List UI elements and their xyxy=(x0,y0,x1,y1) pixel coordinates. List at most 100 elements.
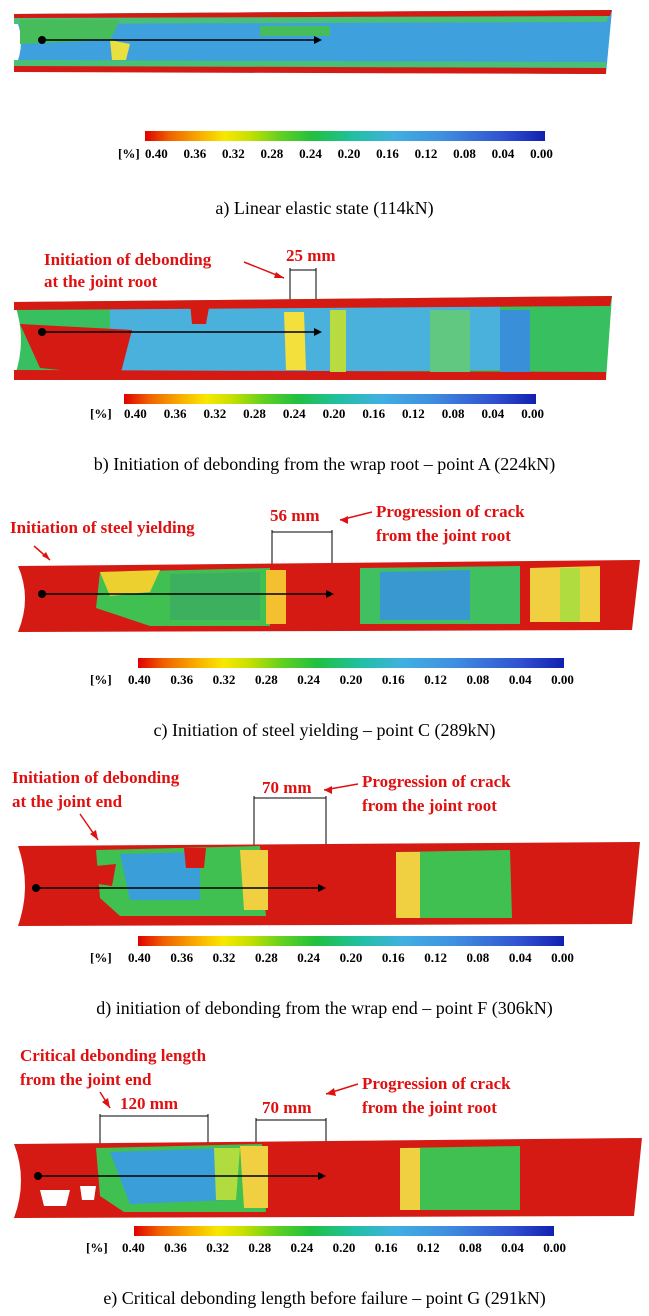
colorbar-unit: [%] xyxy=(90,950,112,965)
colorbar-ticks: 0.40 0.36 0.32 0.28 0.24 0.20 0.16 0.12 … xyxy=(122,1240,566,1256)
caption-a: a) Linear elastic state (114kN) xyxy=(215,198,434,218)
caption-e: e) Critical debonding length before fail… xyxy=(103,1288,546,1308)
tick-label: 0.12 xyxy=(414,146,438,161)
tick-label: 0.04 xyxy=(491,146,515,161)
tick-label: 0.32 xyxy=(206,1240,229,1255)
strain-contour-a xyxy=(14,10,612,74)
tick-label: 0.16 xyxy=(381,950,405,965)
tick-label: 0.12 xyxy=(424,950,447,965)
annotation-debond-root-1: Initiation of debonding xyxy=(44,250,212,269)
tick-label: 0.36 xyxy=(170,950,194,965)
colorbar-ticks: 0.40 0.36 0.32 0.28 0.24 0.20 0.16 0.12 … xyxy=(145,146,553,162)
colorbar-unit: [%] xyxy=(90,672,112,687)
annotation-debond-end-2: at the joint end xyxy=(12,792,123,811)
tick-label: 0.16 xyxy=(374,1240,398,1255)
colorbar-ticks: 0.40 0.36 0.32 0.28 0.24 0.20 0.16 0.12 … xyxy=(128,672,574,688)
annotation-crack-progress-1: Progression of crack xyxy=(376,502,525,521)
tick-label: 0.32 xyxy=(203,406,227,421)
strain-contour-c xyxy=(18,511,640,632)
tick-label: 0.36 xyxy=(183,146,207,161)
tick-label: 0.24 xyxy=(282,406,306,421)
colorbar-gradient xyxy=(145,131,545,141)
caption-b: b) Initiation of debonding from the wrap… xyxy=(93,454,556,474)
annotation-critical-length-2: from the joint end xyxy=(20,1070,152,1089)
annotation-length-25mm: 25 mm xyxy=(286,246,336,265)
tick-label: 0.40 xyxy=(124,406,147,421)
annotation-length-56mm: 56 mm xyxy=(270,506,320,525)
colorbar-a xyxy=(145,131,545,145)
tick-label: 0.32 xyxy=(222,146,245,161)
tick-label: 0.04 xyxy=(508,950,532,965)
tick-label: 0.40 xyxy=(122,1240,145,1255)
tick-label: 0.24 xyxy=(290,1240,314,1255)
tick-label: 0.00 xyxy=(521,406,544,421)
annotation-length-120mm: 120 mm xyxy=(120,1094,179,1113)
panel-d: Initiation of debonding at the joint end… xyxy=(0,760,649,1030)
tick-label: 0.20 xyxy=(339,672,363,687)
annotation-critical-length-1: Critical debonding length xyxy=(20,1046,207,1065)
caption-c: c) Initiation of steel yielding – point … xyxy=(153,720,496,740)
colorbar-e xyxy=(134,1226,554,1240)
tick-label: 0.00 xyxy=(530,146,553,161)
tick-label: 0.00 xyxy=(551,672,574,687)
tick-label: 0.20 xyxy=(332,1240,356,1255)
tick-label: 0.40 xyxy=(145,146,168,161)
tick-label: 0.00 xyxy=(551,950,574,965)
panel-c: Initiation of steel yielding 56 mm Progr… xyxy=(0,496,649,746)
colorbar-unit: [%] xyxy=(86,1240,108,1255)
panel-b: Initiation of debonding at the joint roo… xyxy=(0,240,649,485)
colorbar-unit: [%] xyxy=(118,146,140,161)
tick-label: 0.04 xyxy=(501,1240,524,1255)
tick-label: 0.28 xyxy=(260,146,284,161)
tick-label: 0.12 xyxy=(402,406,425,421)
tick-label: 0.32 xyxy=(212,672,236,687)
tick-label: 0.16 xyxy=(381,672,405,687)
strain-contour-b xyxy=(14,261,612,380)
colorbar-d xyxy=(138,936,564,950)
annotation-crack-progress-1: Progression of crack xyxy=(362,772,511,791)
colorbar-gradient xyxy=(124,394,536,404)
tick-label: 0.20 xyxy=(337,146,361,161)
tick-label: 0.08 xyxy=(459,1240,482,1255)
annotation-crack-progress-1: Progression of crack xyxy=(362,1074,511,1093)
strain-contour-d xyxy=(18,783,640,926)
tick-label: 0.36 xyxy=(170,672,194,687)
colorbar-ticks: 0.40 0.36 0.32 0.28 0.24 0.20 0.16 0.12 … xyxy=(128,950,574,966)
tick-label: 0.28 xyxy=(243,406,266,421)
annotation-crack-progress-2: from the joint root xyxy=(362,796,497,815)
tick-label: 0.32 xyxy=(212,950,236,965)
colorbar-gradient xyxy=(138,658,564,668)
tick-label: 0.08 xyxy=(466,950,490,965)
tick-label: 0.00 xyxy=(543,1240,566,1255)
tick-label: 0.28 xyxy=(248,1240,272,1255)
tick-label: 0.16 xyxy=(362,406,386,421)
tick-label: 0.12 xyxy=(416,1240,440,1255)
tick-label: 0.24 xyxy=(297,672,320,687)
colorbar-c xyxy=(138,658,564,672)
tick-label: 0.08 xyxy=(453,146,476,161)
tick-label: 0.08 xyxy=(466,672,490,687)
tick-label: 0.20 xyxy=(322,406,346,421)
tick-label: 0.28 xyxy=(254,950,278,965)
tick-label: 0.04 xyxy=(508,672,532,687)
tick-label: 0.24 xyxy=(299,146,322,161)
tick-label: 0.24 xyxy=(297,950,320,965)
tick-label: 0.20 xyxy=(339,950,363,965)
annotation-crack-progress-2: from the joint root xyxy=(376,526,511,545)
panel-e: Critical debonding length from the joint… xyxy=(0,1040,649,1316)
tick-label: 0.16 xyxy=(376,146,399,161)
tick-label: 0.12 xyxy=(424,672,447,687)
annotation-crack-progress-2: from the joint root xyxy=(362,1098,497,1117)
tick-label: 0.36 xyxy=(164,1240,187,1255)
strain-contour-e xyxy=(14,1083,642,1218)
colorbar-gradient xyxy=(138,936,564,946)
colorbar-gradient xyxy=(134,1226,554,1236)
caption-d: d) initiation of debonding from the wrap… xyxy=(96,998,553,1018)
tick-label: 0.40 xyxy=(128,672,151,687)
colorbar-unit: [%] xyxy=(90,406,112,421)
colorbar-b xyxy=(124,394,536,408)
annotation-steel-yielding: Initiation of steel yielding xyxy=(10,518,195,537)
colorbar-ticks: 0.40 0.36 0.32 0.28 0.24 0.20 0.16 0.12 … xyxy=(124,406,544,422)
annotation-length-70mm: 70 mm xyxy=(262,778,312,797)
annotation-debond-end-1: Initiation of debonding xyxy=(12,768,180,787)
